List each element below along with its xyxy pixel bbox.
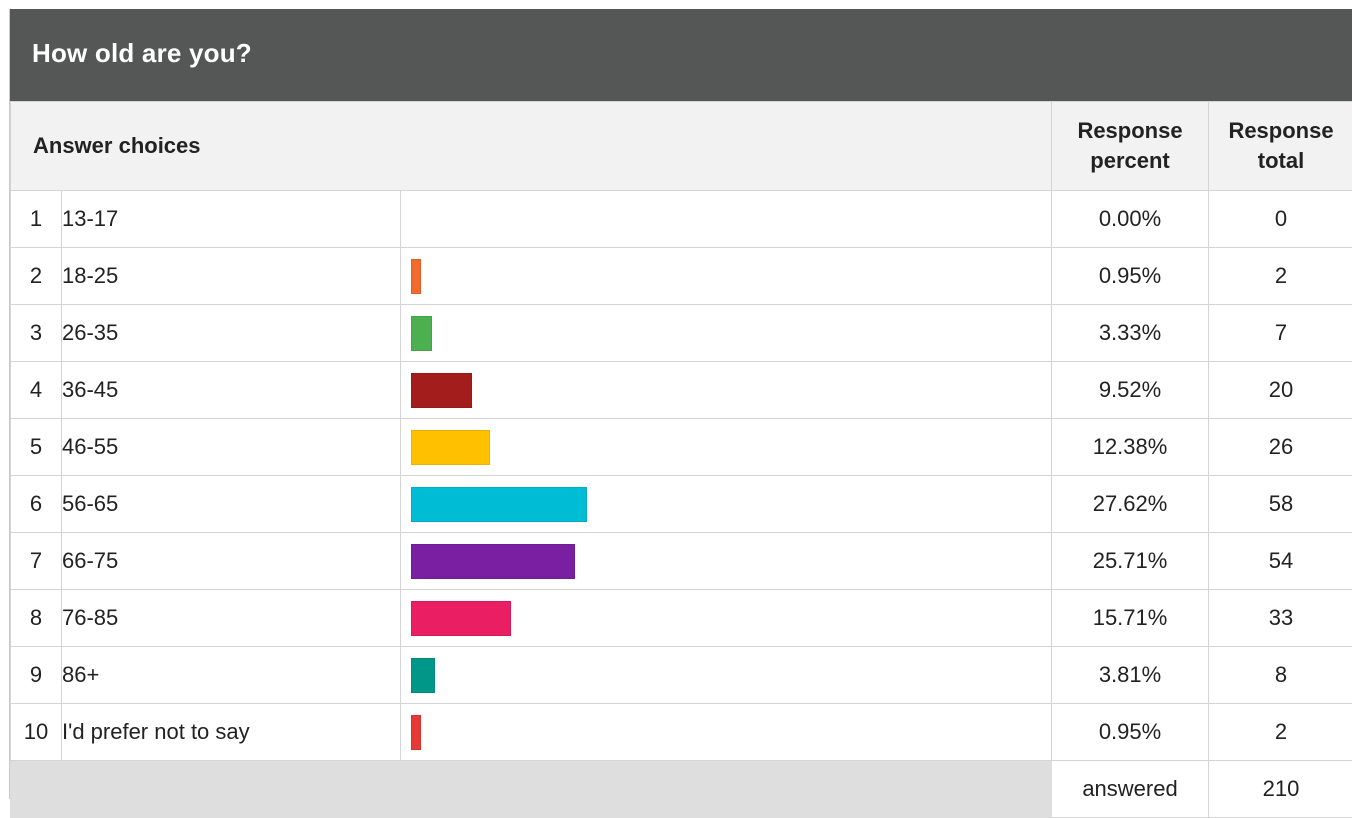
bar-2 xyxy=(411,259,421,294)
response-percent: 9.52% xyxy=(1052,362,1209,419)
survey-question-panel: How old are you? Answer choices Response… xyxy=(9,9,1352,799)
answer-choice-label: 18-25 xyxy=(62,248,401,305)
answered-label: answered xyxy=(1052,761,1209,818)
response-percent-header: Response percent xyxy=(1052,102,1209,191)
bar-8 xyxy=(411,601,511,636)
row-number: 1 xyxy=(11,191,62,248)
bar-cell xyxy=(401,305,1052,362)
response-percent: 0.95% xyxy=(1052,704,1209,761)
response-percent: 0.95% xyxy=(1052,248,1209,305)
row-number: 9 xyxy=(11,647,62,704)
answered-total: 210 xyxy=(1209,761,1352,818)
results-table: Answer choices Response percent Response… xyxy=(10,101,1352,818)
question-title-bar: How old are you? xyxy=(10,9,1352,101)
answer-choice-label: 66-75 xyxy=(62,533,401,590)
bar-7 xyxy=(411,544,575,579)
bar-cell xyxy=(401,590,1052,647)
answer-choice-label: 56-65 xyxy=(62,476,401,533)
bar-cell xyxy=(401,704,1052,761)
response-total: 26 xyxy=(1209,419,1352,476)
row-number: 6 xyxy=(11,476,62,533)
answer-choices-header: Answer choices xyxy=(11,102,1052,191)
response-total: 8 xyxy=(1209,647,1352,704)
bar-3 xyxy=(411,316,432,351)
response-percent: 15.71% xyxy=(1052,590,1209,647)
table-header-row: Answer choices Response percent Response… xyxy=(11,102,1352,191)
row-number: 7 xyxy=(11,533,62,590)
answer-choice-label: 13-17 xyxy=(62,191,401,248)
row-number: 4 xyxy=(11,362,62,419)
bar-6 xyxy=(411,487,587,522)
response-total: 54 xyxy=(1209,533,1352,590)
answer-choice-label: 36-45 xyxy=(62,362,401,419)
response-percent: 0.00% xyxy=(1052,191,1209,248)
bar-cell xyxy=(401,191,1052,248)
row-number: 2 xyxy=(11,248,62,305)
answer-choice-label: 76-85 xyxy=(62,590,401,647)
response-total-header: Response total xyxy=(1209,102,1352,191)
row-number: 3 xyxy=(11,305,62,362)
row-number: 8 xyxy=(11,590,62,647)
bar-cell xyxy=(401,533,1052,590)
response-percent: 27.62% xyxy=(1052,476,1209,533)
answer-choice-label: 86+ xyxy=(62,647,401,704)
question-title: How old are you? xyxy=(32,38,252,69)
bar-cell xyxy=(401,476,1052,533)
response-percent: 25.71% xyxy=(1052,533,1209,590)
bar-10 xyxy=(411,715,421,750)
bar-9 xyxy=(411,658,435,693)
bar-cell xyxy=(401,362,1052,419)
bar-5 xyxy=(411,430,490,465)
response-total: 58 xyxy=(1209,476,1352,533)
response-total: 7 xyxy=(1209,305,1352,362)
response-percent: 12.38% xyxy=(1052,419,1209,476)
response-total: 20 xyxy=(1209,362,1352,419)
response-percent: 3.81% xyxy=(1052,647,1209,704)
answer-choice-label: 26-35 xyxy=(62,305,401,362)
response-total: 2 xyxy=(1209,248,1352,305)
answer-choice-label: 46-55 xyxy=(62,419,401,476)
bar-cell xyxy=(401,248,1052,305)
summary-blank xyxy=(11,761,1052,818)
row-number: 5 xyxy=(11,419,62,476)
row-number: 10 xyxy=(11,704,62,761)
bar-cell xyxy=(401,419,1052,476)
bar-cell xyxy=(401,647,1052,704)
response-total: 0 xyxy=(1209,191,1352,248)
bar-4 xyxy=(411,373,472,408)
response-total: 2 xyxy=(1209,704,1352,761)
response-total: 33 xyxy=(1209,590,1352,647)
summary-row: answered 210 xyxy=(11,761,1352,818)
answer-choice-label: I'd prefer not to say xyxy=(62,704,401,761)
response-percent: 3.33% xyxy=(1052,305,1209,362)
